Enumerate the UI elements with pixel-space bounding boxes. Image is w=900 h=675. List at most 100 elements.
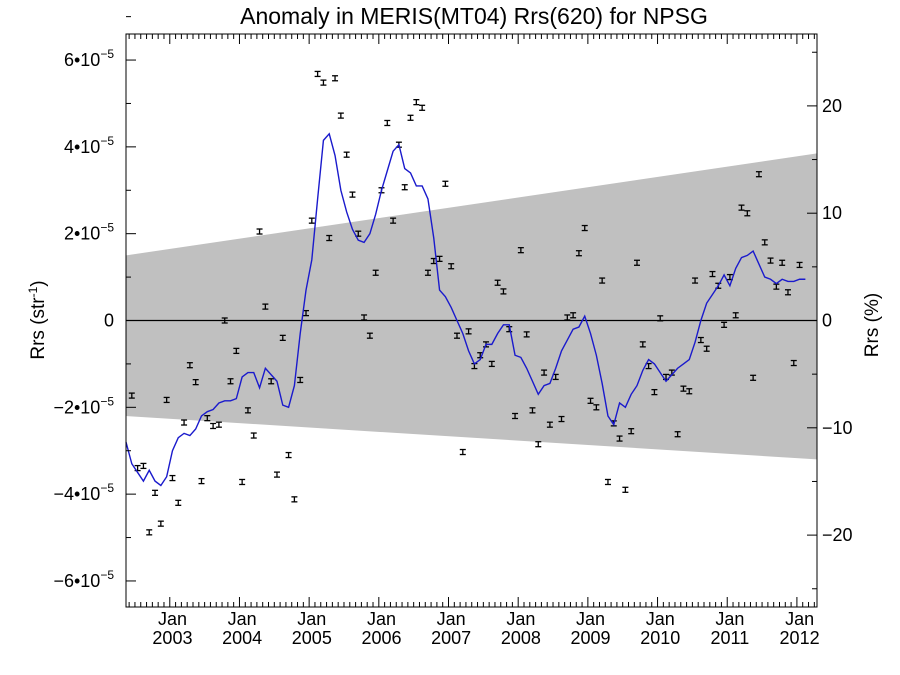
anomaly-point <box>680 385 687 392</box>
anomaly-point <box>332 75 339 82</box>
x-tick-month: Jan <box>158 609 187 629</box>
y2-tick-label: −20 <box>822 525 853 545</box>
anomaly-point <box>407 114 414 121</box>
y2-tick-label: 10 <box>822 203 842 223</box>
anomaly-point <box>529 407 536 414</box>
anomaly-point <box>291 496 298 503</box>
anomaly-point <box>604 478 611 486</box>
anomaly-point <box>796 261 803 269</box>
x-tick-month: Jan <box>228 609 257 629</box>
y2-tick-label: 20 <box>822 96 842 116</box>
anomaly-point <box>326 234 333 242</box>
anomaly-point <box>152 489 159 496</box>
anomaly-point <box>239 478 246 486</box>
anomaly-point <box>163 396 170 404</box>
anomaly-point <box>175 499 182 506</box>
anomaly-point <box>337 112 344 119</box>
anomaly-point <box>221 317 228 324</box>
anomaly-point <box>181 419 188 426</box>
x-tick-month: Jan <box>646 609 675 629</box>
anomaly-point <box>285 451 292 459</box>
y-tick-label: −6•10−5 <box>53 568 114 591</box>
anomaly-point <box>361 314 368 321</box>
anomaly-point <box>779 259 786 266</box>
anomaly-point <box>703 345 710 352</box>
y-axis-label-main: Rrs (str <box>28 297 49 360</box>
anomaly-point <box>349 191 356 198</box>
anomaly-point <box>738 204 745 211</box>
x-tick-month: Jan <box>576 609 605 629</box>
anomaly-point <box>692 277 699 284</box>
anomaly-point <box>343 151 350 158</box>
anomaly-point <box>587 397 594 404</box>
anomaly-point <box>767 257 774 264</box>
anomaly-point <box>308 217 315 224</box>
anomaly-point <box>790 359 797 367</box>
x-tick-year: 2005 <box>292 628 332 648</box>
anomaly-point <box>215 421 222 428</box>
anomaly-point <box>297 376 304 384</box>
y2-tick-label: 0 <box>822 311 832 331</box>
x-tick-month: Jan <box>785 609 814 629</box>
anomaly-point <box>599 277 606 284</box>
anomaly-point <box>517 247 524 254</box>
anomaly-point <box>366 332 373 339</box>
anomaly-point <box>657 315 664 322</box>
x-tick-year: 2010 <box>640 628 680 648</box>
anomaly-point <box>465 328 472 335</box>
anomaly-point <box>512 412 519 420</box>
anomaly-point <box>303 309 310 317</box>
anomaly-point <box>535 441 542 448</box>
anomaly-point <box>570 312 577 319</box>
anomaly-point <box>697 336 704 344</box>
anomaly-points <box>128 70 803 536</box>
anomaly-point <box>709 270 716 278</box>
anomaly-point <box>128 392 135 399</box>
anomaly-point <box>744 210 751 217</box>
right-y-axis-label: Rrs (%) <box>862 293 883 357</box>
x-tick-year: 2011 <box>711 628 750 648</box>
chart-title: Anomaly in MERIS(MT04) Rrs(620) for NPSG <box>240 3 708 29</box>
x-tick-year: 2004 <box>222 628 262 648</box>
smoothed-anomaly-line <box>125 132 806 487</box>
anomaly-point <box>262 303 269 310</box>
y-tick-label: 2•10−5 <box>64 221 114 244</box>
anomaly-point <box>721 321 728 328</box>
anomaly-point <box>541 369 548 376</box>
anomaly-point <box>523 331 530 338</box>
anomaly-point <box>169 474 176 482</box>
anomaly-point <box>633 259 640 266</box>
anomaly-point <box>575 250 582 257</box>
anomaly-point <box>674 431 681 438</box>
y-tick-label: −4•10−5 <box>53 481 114 504</box>
anomaly-point <box>244 407 251 414</box>
anomaly-point <box>651 388 658 396</box>
x-tick-year: 2006 <box>361 628 401 648</box>
anomaly-point <box>459 448 466 456</box>
anomaly-point <box>488 360 495 368</box>
anomaly-point <box>186 362 193 369</box>
anomaly-point <box>372 269 379 276</box>
y-axis-label: Rrs (str-1) <box>26 280 49 359</box>
anomaly-point <box>204 415 211 422</box>
anomaly-point <box>761 239 768 246</box>
x-tick-month: Jan <box>437 609 466 629</box>
x-tick-year: 2012 <box>780 628 820 648</box>
anomaly-point <box>384 119 391 127</box>
x-tick-year: 2009 <box>571 628 611 648</box>
y-tick-label: −2•10−5 <box>53 394 114 417</box>
anomaly-point <box>146 529 153 536</box>
anomaly-point <box>448 263 455 270</box>
anomaly-point <box>750 374 757 381</box>
x-tick-year: 2003 <box>152 628 192 648</box>
x-axis: Jan2003Jan2004Jan2005Jan2006Jan2007Jan20… <box>128 34 820 648</box>
anomaly-point <box>453 332 460 339</box>
anomaly-point <box>558 415 565 423</box>
anomaly-point <box>424 269 431 276</box>
y-tick-label: 0 <box>104 311 114 331</box>
right-y-axis: −20 −10 0 10 20 <box>807 51 853 590</box>
anomaly-point <box>442 180 449 187</box>
anomaly-point <box>401 184 408 191</box>
anomaly-point <box>233 347 240 355</box>
anomaly-point <box>616 435 623 442</box>
